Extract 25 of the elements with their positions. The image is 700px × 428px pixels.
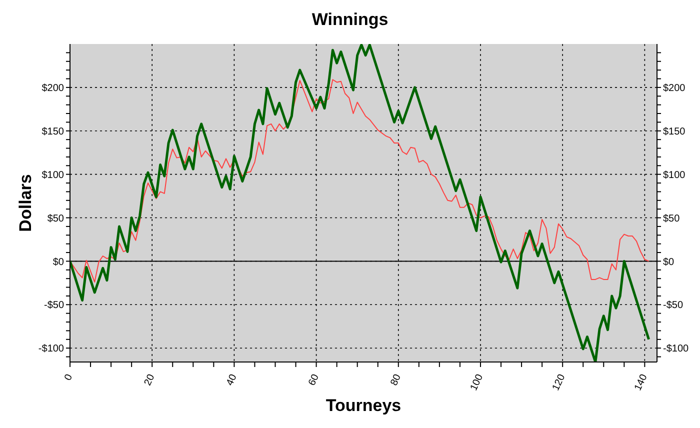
y2-tick-label: $200 <box>663 82 686 94</box>
x-tick-label: 60 <box>306 372 322 388</box>
x-tick-label: 40 <box>224 372 240 388</box>
x-tick-label: 80 <box>388 372 404 388</box>
y-tick-label: $150 <box>42 126 64 138</box>
y-tick-label: -$50 <box>44 300 64 312</box>
x-tick-label: 0 <box>62 372 76 382</box>
y-axis-title: Dollars <box>16 174 36 232</box>
y-tick-label: $50 <box>47 213 64 224</box>
y-tick-label: -$100 <box>38 344 64 355</box>
y2-tick-label: -$100 <box>663 344 690 355</box>
y2-tick-label: $0 <box>663 256 675 268</box>
y-tick-label: $100 <box>42 170 64 181</box>
x-tick-label: 120 <box>550 372 568 393</box>
x-axis-title: Tourneys <box>324 396 402 416</box>
y-tick-label: $0 <box>52 256 64 268</box>
x-tick-label: 140 <box>632 372 650 393</box>
y-tick-label: $200 <box>42 82 64 94</box>
y2-tick-label: $50 <box>663 213 680 224</box>
chart-title: Winnings <box>310 10 390 30</box>
x-tick-label: 100 <box>468 372 486 393</box>
y2-tick-label: $100 <box>663 170 686 181</box>
x-tick-label: 20 <box>142 372 158 388</box>
y2-tick-label: -$50 <box>663 300 684 312</box>
y2-tick-label: $150 <box>663 126 686 138</box>
